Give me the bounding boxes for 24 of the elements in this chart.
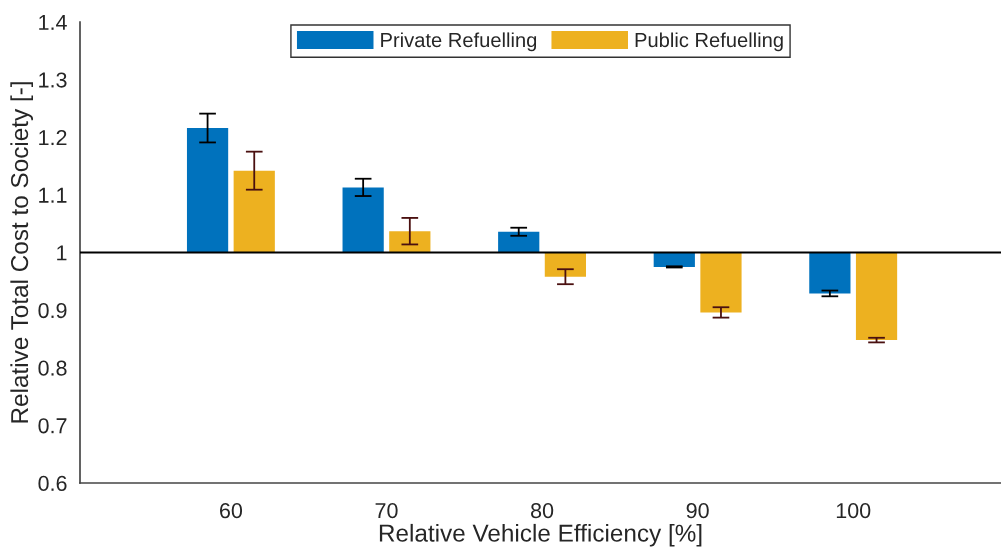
legend-label: Private Refuelling — [381, 32, 537, 52]
x-tick-label: 60 — [220, 503, 243, 519]
x-tick-label: 70 — [375, 503, 398, 519]
y-tick-label: 1.2 — [39, 130, 67, 146]
bar — [855, 252, 898, 341]
bar — [809, 252, 851, 294]
bar — [233, 170, 275, 253]
y-tick-label: 0.6 — [38, 475, 67, 492]
y-tick-label: 0.9 — [38, 302, 67, 319]
x-tick-label: 90 — [686, 503, 709, 519]
y-tick-label: 1.4 — [39, 14, 67, 30]
bar — [186, 128, 229, 253]
y-tick-label: 1.3 — [39, 72, 67, 88]
x-tick-label: 80 — [531, 503, 554, 519]
y-tick-label: 0.7 — [38, 418, 67, 434]
x-axis-title: Relative Vehicle Efficiency [%] — [379, 523, 702, 547]
y-axis-title: Relative Total Cost to Society [-] — [10, 82, 33, 423]
legend-label: Public Refuelling — [635, 32, 783, 52]
y-tick-label: 1.1 — [39, 187, 67, 203]
y-tick-label: 0.8 — [38, 360, 67, 376]
bar — [700, 252, 742, 313]
bar — [342, 187, 384, 253]
y-tick-label: 1 — [57, 245, 67, 261]
x-tick-label: 100 — [836, 503, 871, 519]
